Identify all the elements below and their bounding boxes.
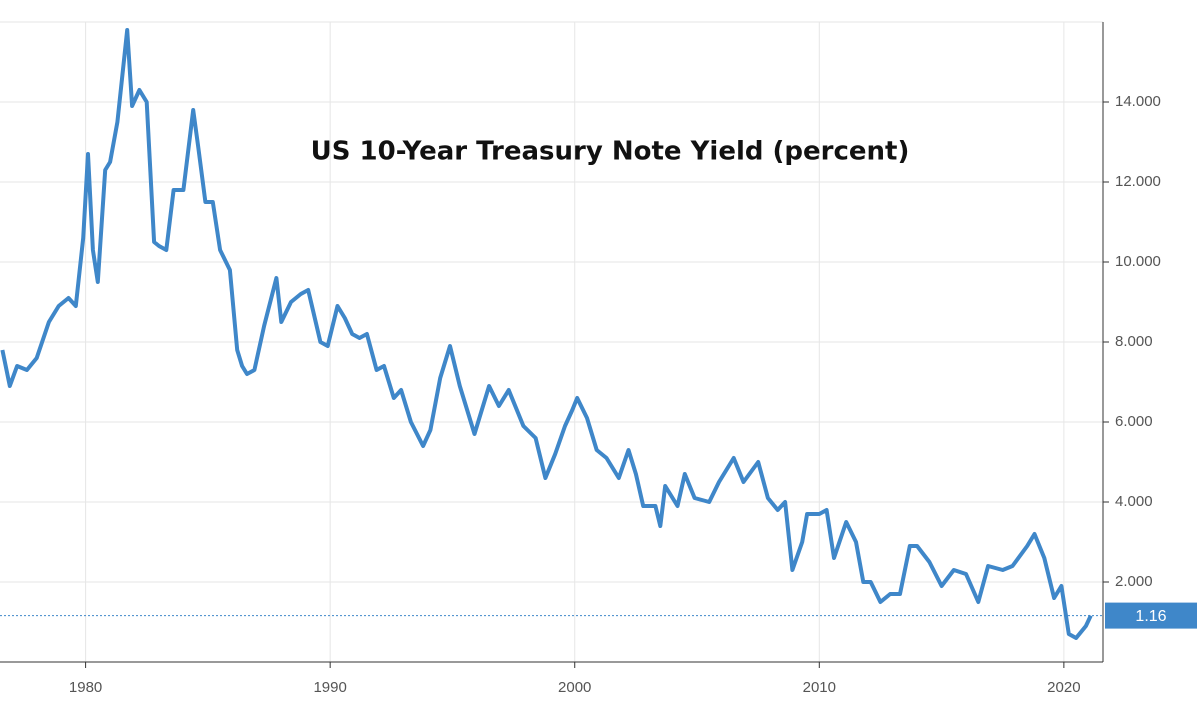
y-tick-label: 14.000 <box>1115 93 1161 110</box>
yield-line <box>0 28 1093 640</box>
x-tick-label: 2020 <box>1047 679 1080 696</box>
current-value-label: 1.16 <box>1135 608 1166 625</box>
x-tick-label: 2000 <box>558 679 591 696</box>
y-tick-label: 6.000 <box>1115 413 1153 430</box>
chart-title: US 10-Year Treasury Note Yield (percent) <box>311 137 910 167</box>
y-tick-label: 10.000 <box>1115 253 1161 270</box>
y-tick-label: 8.000 <box>1115 333 1153 350</box>
y-tick-label: 4.000 <box>1115 493 1153 510</box>
x-tick-label: 1990 <box>313 679 346 696</box>
x-tick-label: 1980 <box>69 679 102 696</box>
y-tick-label: 2.000 <box>1115 573 1153 590</box>
current-value-box <box>1105 602 1197 629</box>
y-tick-label: 12.000 <box>1115 173 1161 190</box>
x-tick-label: 2010 <box>803 679 836 696</box>
